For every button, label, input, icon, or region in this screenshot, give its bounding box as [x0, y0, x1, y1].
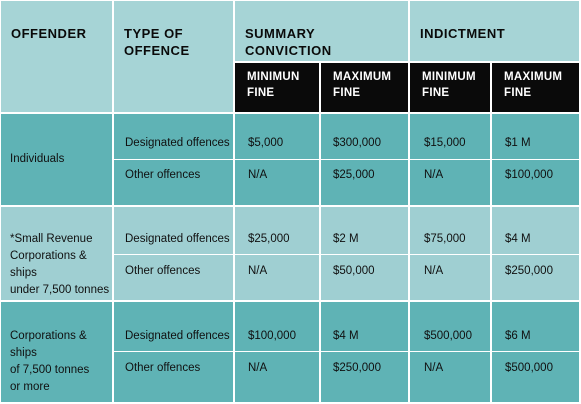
offender-line: or more — [10, 381, 50, 393]
cell-sc-min: $100,000 — [248, 330, 296, 342]
cell-offence-type: Designated offences — [125, 233, 230, 245]
column-divider — [233, 1, 235, 402]
cell-ind-max: $500,000 — [505, 362, 553, 374]
column-divider — [319, 63, 321, 402]
cell-ind-max: $6 M — [505, 330, 531, 342]
subheader-summary-max: MAXIMUM FINE — [321, 63, 408, 112]
cell-sc-max: $250,000 — [333, 362, 381, 374]
cell-sc-max: $4 M — [333, 330, 359, 342]
offender-line: of 7,500 tonnes — [10, 364, 90, 376]
column-divider — [490, 63, 492, 402]
row-separator — [114, 159, 579, 160]
cell-sc-max: $300,000 — [333, 137, 381, 149]
header-summary-conviction: SUMMARY CONVICTION — [235, 1, 408, 61]
header-indictment: INDICTMENT — [410, 1, 579, 61]
header-summary-line-1: SUMMARY — [245, 26, 316, 41]
group-small-revenue — [1, 207, 579, 300]
subheader-indictment-min: MINIMUM FINE — [410, 63, 490, 112]
cell-offence-type: Designated offences — [125, 137, 230, 149]
cell-offence-type: Other offences — [125, 169, 201, 181]
offender-individuals: Individuals — [10, 151, 110, 168]
subheader-indictment-min-line-1: MINIMUM — [422, 71, 476, 83]
cell-ind-min: N/A — [424, 169, 444, 181]
header-offender-text: OFFENDER — [11, 26, 87, 41]
cell-ind-min: $75,000 — [424, 233, 466, 245]
header-offender: OFFENDER — [1, 1, 112, 112]
subheader-summary-min-line-2: FINE — [247, 87, 275, 99]
offender-line: *Small Revenue — [10, 233, 93, 245]
cell-offence-type: Other offences — [125, 362, 201, 374]
header-indictment-text: INDICTMENT — [420, 26, 506, 41]
row-separator — [114, 351, 579, 352]
offender-line: Individuals — [10, 153, 65, 165]
cell-ind-min: N/A — [424, 265, 444, 277]
group-large-corporations — [1, 302, 579, 402]
cell-ind-min: N/A — [424, 362, 444, 374]
offender-line: Corporations & ships — [10, 250, 87, 279]
column-divider — [112, 1, 114, 402]
cell-ind-max: $250,000 — [505, 265, 553, 277]
cell-sc-min: N/A — [248, 265, 268, 277]
cell-sc-min: N/A — [248, 169, 268, 181]
subheader-indictment-min-line-2: FINE — [422, 87, 450, 99]
row-separator — [114, 254, 579, 255]
offender-small-revenue: *Small Revenue Corporations & ships unde… — [10, 231, 114, 299]
column-divider — [408, 1, 410, 402]
subheader-indictment-max: MAXIMUM FINE — [492, 63, 579, 112]
offender-line: Corporations & ships — [10, 330, 87, 359]
header-type-line-2: OFFENCE — [124, 43, 190, 58]
subheader-indictment-max-line-2: FINE — [504, 87, 532, 99]
cell-ind-max: $4 M — [505, 233, 531, 245]
cell-ind-min: $500,000 — [424, 330, 472, 342]
cell-sc-min: N/A — [248, 362, 268, 374]
cell-offence-type: Designated offences — [125, 330, 230, 342]
header-type-line-1: TYPE OF — [124, 26, 184, 41]
cell-offence-type: Other offences — [125, 265, 201, 277]
cell-ind-max: $1 M — [505, 137, 531, 149]
subheader-summary-min-line-1: MINIMUN — [247, 71, 300, 83]
offender-line: under 7,500 tonnes — [10, 284, 110, 296]
header-type-of-offence: TYPE OF OFFENCE — [114, 1, 233, 112]
subheader-indictment-max-line-1: MAXIMUM — [504, 71, 563, 83]
cell-sc-max: $25,000 — [333, 169, 375, 181]
cell-sc-min: $5,000 — [248, 137, 284, 149]
header-summary-line-2: CONVICTION — [245, 43, 332, 58]
cell-ind-min: $15,000 — [424, 137, 466, 149]
cell-ind-max: $100,000 — [505, 169, 553, 181]
cell-sc-min: $25,000 — [248, 233, 290, 245]
offender-large-corporations: Corporations & ships of 7,500 tonnes or … — [10, 328, 114, 396]
cell-sc-max: $2 M — [333, 233, 359, 245]
cell-sc-max: $50,000 — [333, 265, 375, 277]
subheader-summary-max-line-1: MAXIMUM — [333, 71, 392, 83]
subheader-summary-min: MINIMUN FINE — [235, 63, 319, 112]
subheader-summary-max-line-2: FINE — [333, 87, 361, 99]
